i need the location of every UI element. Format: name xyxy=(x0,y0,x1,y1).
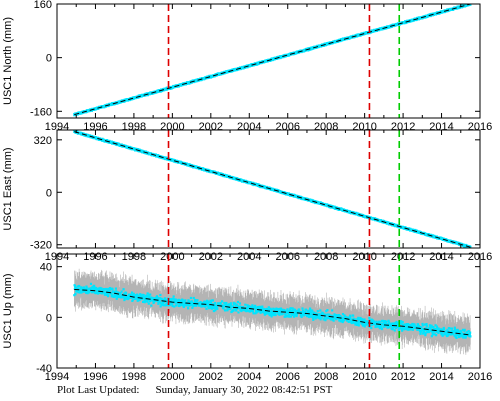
plot-updated-label: Plot Last Updated: xyxy=(57,384,140,396)
observation-points xyxy=(73,282,472,340)
x-tick-label: 2002 xyxy=(199,371,223,383)
x-tick-label: 2008 xyxy=(314,371,338,383)
y-tick-label: 40 xyxy=(40,262,52,274)
x-tick-label: 1998 xyxy=(122,371,146,383)
y-tick-label: 0 xyxy=(46,187,52,199)
x-tick-label: 1994 xyxy=(45,371,69,383)
x-tick-label: 2014 xyxy=(429,371,453,383)
x-tick-label: 2016 xyxy=(468,371,492,383)
x-tick-label: 2006 xyxy=(275,371,299,383)
y-tick-label: 320 xyxy=(34,135,52,147)
y-tick-label: 0 xyxy=(46,53,52,65)
plot-updated-timestamp: Sunday, January 30, 2022 08:42:51 PST xyxy=(155,384,333,396)
y-axis-label: USC1 East (mm) xyxy=(2,147,14,230)
model-fit-line xyxy=(74,288,471,336)
panel-2-plot-area xyxy=(73,130,472,248)
x-tick-label: 1996 xyxy=(83,371,107,383)
panel-1-plot-area xyxy=(73,4,472,117)
y-tick-label: 0 xyxy=(46,312,52,324)
panel-3-plot-area xyxy=(73,268,472,355)
y-tick-label: -320 xyxy=(30,240,52,252)
observation-points xyxy=(73,130,472,248)
y-tick-label: -160 xyxy=(30,106,52,118)
plot-updated-footer: Plot Last Updated: Sunday, January 30, 20… xyxy=(57,384,332,396)
y-axis-label: USC1 Up (mm) xyxy=(2,273,14,348)
y-tick-label: -40 xyxy=(36,363,52,375)
y-tick-label: 160 xyxy=(34,0,52,11)
y-axis-label: USC1 North (mm) xyxy=(2,17,14,105)
model-fit-line xyxy=(74,131,471,248)
x-tick-label: 2012 xyxy=(391,371,415,383)
x-tick-label: 2004 xyxy=(237,371,261,383)
model-fit-line xyxy=(74,4,471,116)
x-tick-label: 2000 xyxy=(160,371,184,383)
x-tick-label: 2010 xyxy=(352,371,376,383)
